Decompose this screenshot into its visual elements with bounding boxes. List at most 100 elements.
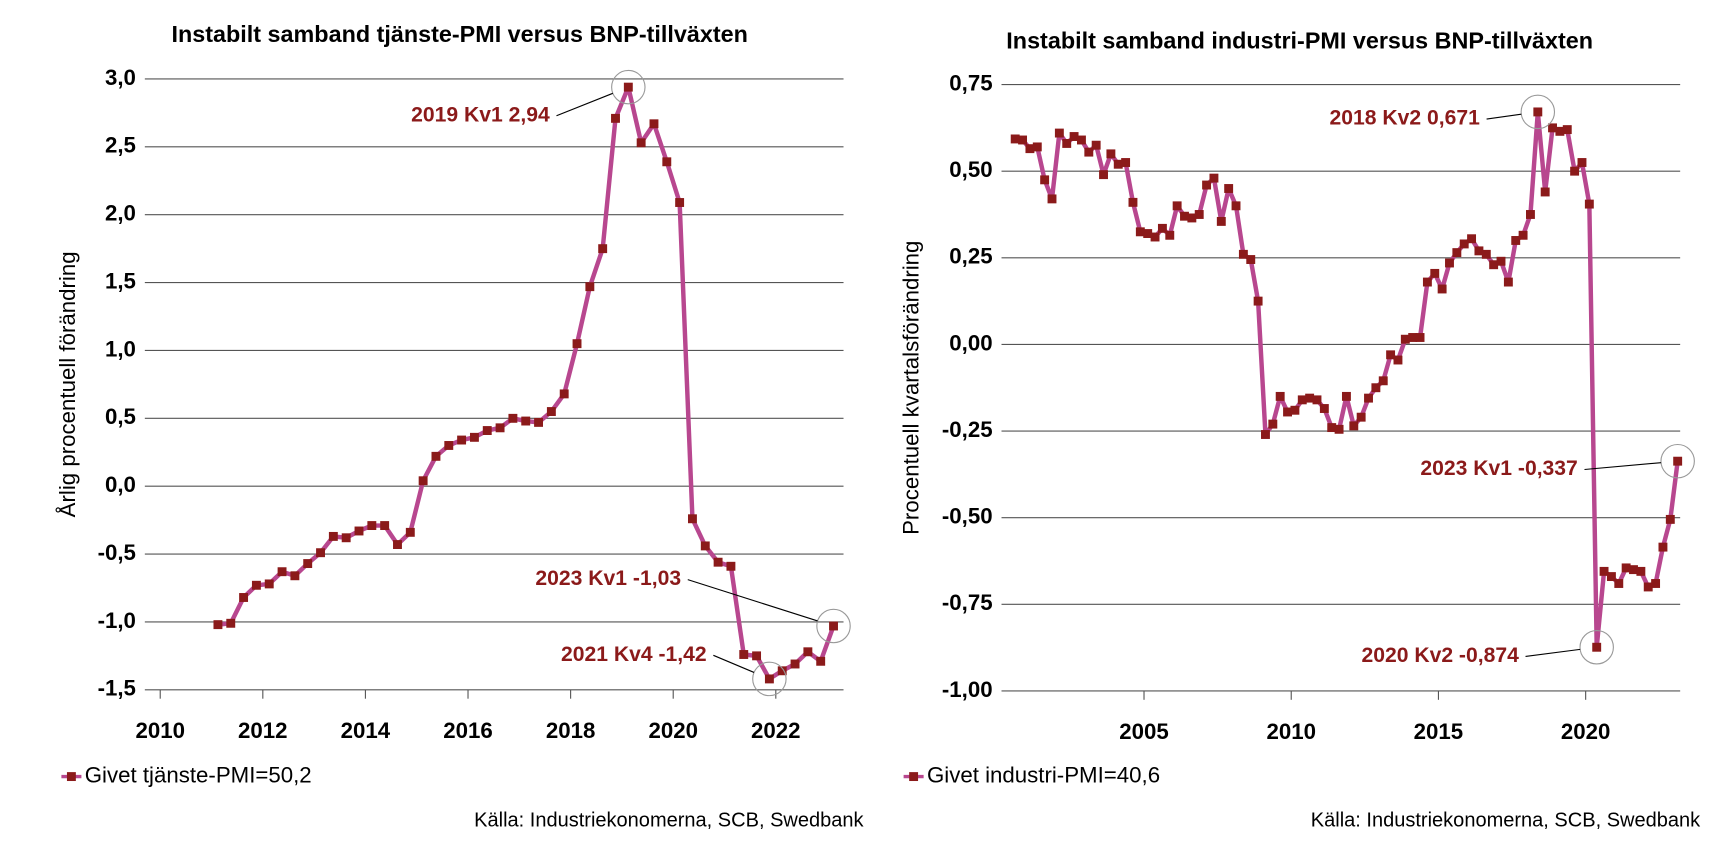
marker [1069, 132, 1079, 141]
chart-title: Instabilt samband industri-PMI versus BN… [1006, 27, 1593, 53]
marker [611, 113, 620, 123]
marker [636, 138, 646, 148]
marker [1327, 423, 1337, 433]
marker [1062, 139, 1072, 148]
marker [1540, 187, 1550, 197]
y-tick-label: 0,50 [949, 157, 992, 182]
marker [1253, 296, 1263, 306]
marker [1599, 566, 1609, 576]
marker [1511, 236, 1521, 245]
marker [1135, 227, 1145, 237]
annotation-circle [816, 608, 851, 644]
marker [816, 656, 826, 666]
marker [1231, 201, 1241, 211]
marker [1194, 210, 1204, 219]
y-tick-label: -0,5 [98, 540, 136, 565]
marker [393, 540, 402, 550]
y-tick-label: 1,0 [105, 336, 136, 361]
marker [1224, 184, 1234, 193]
marker [1489, 260, 1499, 270]
annotation-circle [611, 69, 646, 105]
marker [585, 282, 595, 292]
marker [1673, 456, 1683, 466]
marker [1047, 194, 1057, 204]
x-tick-label: 2020 [1561, 719, 1611, 744]
x-tick-label: 2022 [751, 718, 801, 743]
marker [572, 339, 582, 349]
marker [1606, 572, 1616, 582]
x-tick-label: 2016 [443, 718, 493, 743]
marker [1621, 563, 1631, 573]
marker [316, 548, 325, 558]
annotation-circle [752, 661, 787, 697]
marker [1187, 213, 1197, 223]
line [217, 84, 836, 682]
line [1014, 109, 1680, 650]
marker [1172, 201, 1182, 211]
marker [1481, 249, 1491, 259]
marker [1010, 134, 1020, 144]
marker [1415, 333, 1425, 342]
y-tick-label: -0,75 [942, 590, 993, 615]
marker [1408, 333, 1418, 342]
marker [1113, 159, 1123, 169]
marker [1548, 123, 1557, 133]
x-tick-label: 2015 [1414, 719, 1464, 744]
marker [623, 82, 633, 92]
marker [1393, 355, 1403, 365]
marker [405, 527, 415, 537]
marker [662, 157, 672, 167]
marker [1452, 248, 1462, 258]
marker [1150, 232, 1160, 242]
marker [457, 435, 467, 445]
marker [1636, 566, 1646, 576]
marker [367, 521, 377, 531]
annotation-line [1486, 113, 1522, 120]
annotation-line [713, 654, 755, 673]
marker [1106, 149, 1116, 159]
y-axis-label: Procentuell kvartalsförändring [898, 241, 923, 535]
marker [303, 559, 313, 569]
marker [803, 647, 813, 657]
marker [341, 533, 351, 543]
annotation-line [687, 579, 818, 622]
marker [1467, 234, 1477, 244]
marker [380, 521, 390, 531]
marker [1592, 642, 1602, 652]
marker [1157, 223, 1167, 233]
marker [251, 580, 261, 590]
y-tick-label: -1,0 [98, 608, 136, 633]
x-tick-label: 2005 [1119, 719, 1169, 744]
marker [1180, 211, 1189, 221]
annotation-circle [1520, 94, 1556, 130]
x-tick-label: 2010 [1266, 719, 1316, 744]
marker [482, 426, 492, 435]
marker [713, 557, 723, 567]
x-tick-label: 2018 [546, 718, 596, 743]
marker [1025, 144, 1035, 154]
marker [264, 579, 274, 589]
marker [1503, 277, 1513, 287]
marker [1658, 542, 1668, 552]
marker [239, 593, 249, 602]
y-tick-label: 2,5 [105, 133, 136, 158]
annotation: 2021 Kv4 -1,42 [561, 643, 707, 666]
marker [1312, 395, 1322, 405]
marker [290, 571, 300, 581]
y-tick-label: -0,50 [942, 504, 993, 529]
marker [1143, 229, 1153, 238]
marker [1629, 565, 1638, 575]
marker [1290, 405, 1300, 415]
marker [1040, 175, 1050, 185]
marker [1496, 256, 1506, 266]
y-tick-label: 2,0 [105, 201, 136, 226]
y-tick-label: 0,5 [105, 404, 136, 429]
marker [226, 618, 236, 628]
chart-title: Instabilt samband tjänste-PMI versus BNP… [172, 21, 748, 47]
marker [1209, 173, 1219, 183]
marker [1128, 197, 1138, 207]
y-tick-label: 0,0 [105, 472, 136, 497]
marker [790, 659, 800, 669]
marker [1261, 430, 1270, 439]
